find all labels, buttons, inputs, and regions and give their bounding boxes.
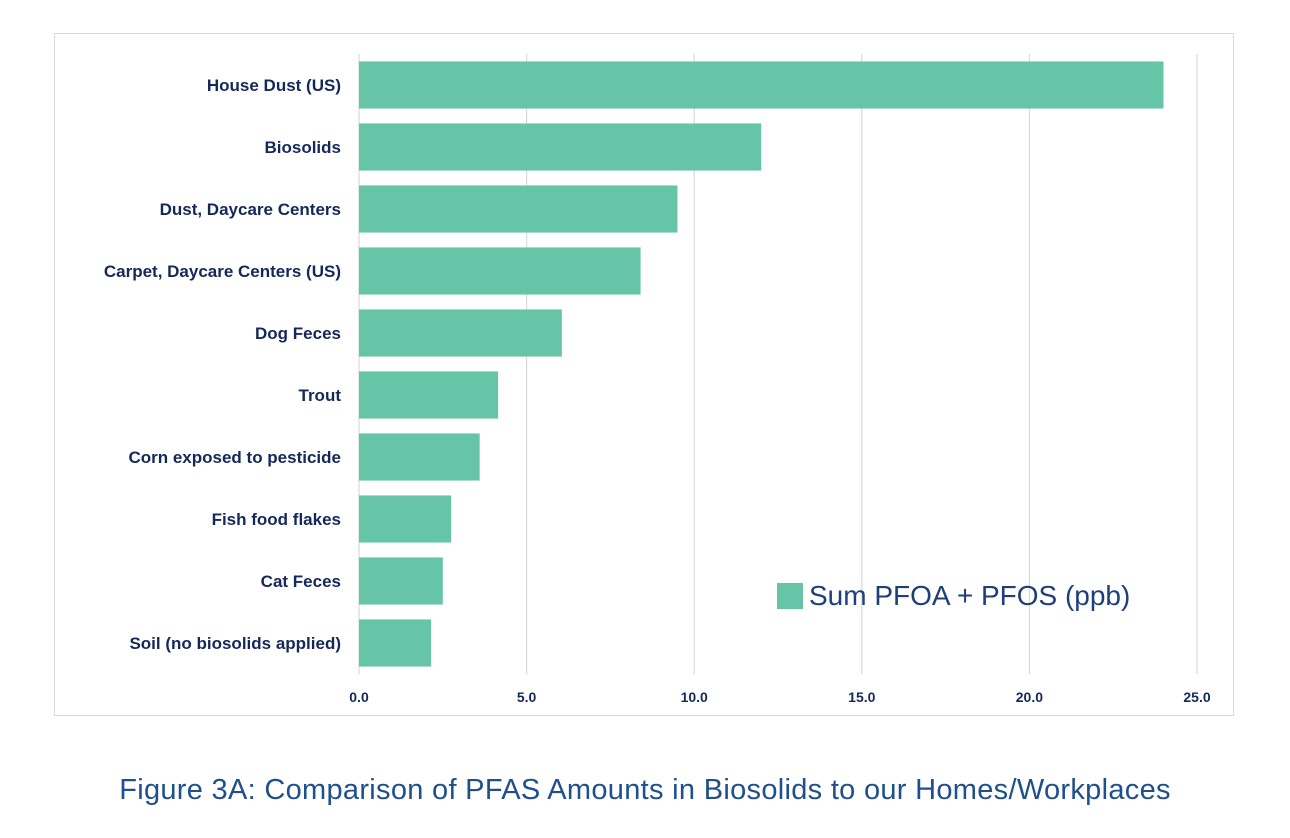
bar xyxy=(359,619,432,667)
x-tick-label: 0.0 xyxy=(349,689,369,705)
category-label: Fish food flakes xyxy=(212,510,341,529)
legend-label: Sum PFOA + PFOS (ppb) xyxy=(809,580,1130,611)
category-label: Biosolids xyxy=(264,138,341,157)
category-label: Dog Feces xyxy=(255,324,341,343)
category-label: House Dust (US) xyxy=(207,76,341,95)
category-label: Cat Feces xyxy=(261,572,341,591)
category-label: Dust, Daycare Centers xyxy=(160,200,341,219)
bar xyxy=(359,495,452,543)
bar xyxy=(359,185,678,233)
x-tick-label: 10.0 xyxy=(681,689,708,705)
bar xyxy=(359,433,480,481)
category-label: Carpet, Daycare Centers (US) xyxy=(104,262,341,281)
x-tick-label: 25.0 xyxy=(1183,689,1210,705)
bar xyxy=(359,309,562,357)
x-tick-label: 20.0 xyxy=(1016,689,1043,705)
legend-swatch xyxy=(777,583,803,609)
x-tick-labels: 0.0 5.0 10.0 15.0 20.0 25.0 xyxy=(349,689,1211,705)
bar xyxy=(359,123,762,171)
bar-chart: House Dust (US) Biosolids Dust, Daycare Ce… xyxy=(104,54,1211,705)
category-label: Trout xyxy=(299,386,342,405)
bar xyxy=(359,61,1164,109)
category-label: Corn exposed to pesticide xyxy=(128,448,341,467)
bar xyxy=(359,557,443,605)
category-labels: House Dust (US) Biosolids Dust, Daycare Ce… xyxy=(104,76,341,653)
x-tick-label: 5.0 xyxy=(517,689,537,705)
category-label: Soil (no biosolids applied) xyxy=(129,634,341,653)
bar xyxy=(359,247,641,295)
chart-frame: House Dust (US) Biosolids Dust, Daycare Ce… xyxy=(54,33,1234,716)
bar xyxy=(359,371,499,419)
bars xyxy=(359,61,1164,667)
x-tick-label: 15.0 xyxy=(848,689,875,705)
figure-caption: Figure 3A: Comparison of PFAS Amounts in… xyxy=(119,774,1171,806)
legend: Sum PFOA + PFOS (ppb) xyxy=(777,580,1130,611)
